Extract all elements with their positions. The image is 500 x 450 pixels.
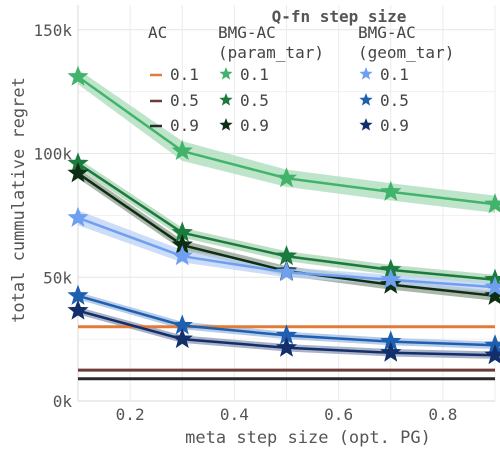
series-point-bmg-ac-geom-tar-0-9 — [67, 299, 89, 320]
series-point-bmg-ac-param-tar-0-9 — [67, 162, 89, 183]
y-tick-label: 150k — [33, 21, 72, 40]
y-tick-label: 100k — [33, 145, 72, 164]
x-tick-label: 0.8 — [428, 405, 457, 424]
series-point-bmg-ac-param-tar-0-1 — [380, 180, 402, 201]
series-point-bmg-ac-geom-tar-0-1 — [484, 276, 500, 297]
legend-column-header: (geom_tar) — [358, 43, 454, 62]
x-axis-label: meta step size (opt. PG) — [185, 428, 431, 448]
series-point-bmg-ac-param-tar-0-1 — [484, 193, 500, 214]
series-point-bmg-ac-geom-tar-0-9 — [380, 341, 402, 362]
series-point-bmg-ac-geom-tar-0-9 — [171, 327, 193, 349]
x-tick-label: 0.2 — [116, 405, 145, 424]
series-point-bmg-ac-geom-tar-0-1 — [275, 261, 298, 282]
series-point-bmg-ac-param-tar-0-1 — [67, 65, 89, 86]
legend-column-header: BMG-AC — [218, 23, 276, 42]
legend-column-header: AC — [148, 23, 167, 42]
series-markers — [67, 65, 500, 365]
y-tick-label: 0k — [53, 392, 73, 411]
legend-column-header: BMG-AC — [358, 23, 416, 42]
tick-labels: 0k 50k 100k 150k 0.2 0.4 0.6 0.8 — [33, 21, 457, 424]
y-tick-label: 50k — [43, 268, 72, 287]
legend-entry-label: 0.1 — [170, 65, 199, 84]
legend-swatch — [359, 93, 373, 106]
series-point-bmg-ac-geom-tar-0-1 — [171, 245, 193, 266]
legend-entry-label: 0.5 — [240, 91, 269, 110]
series-point-bmg-ac-geom-tar-0-1 — [67, 206, 89, 227]
y-axis-label: total cummulative regret — [9, 77, 29, 323]
series-point-bmg-ac-geom-tar-0-9 — [484, 344, 500, 365]
series-point-bmg-ac-param-tar-0-1 — [171, 139, 193, 161]
legend-swatch — [219, 118, 233, 131]
legend-swatch — [219, 67, 233, 80]
series-point-bmg-ac-geom-tar-0-1 — [380, 268, 402, 289]
legend: Q-fn step sizeAC0.10.50.9BMG-AC(param_ta… — [148, 7, 454, 135]
legend-swatch — [219, 93, 233, 106]
legend-column-header: (param_tar) — [218, 43, 324, 62]
x-tick-label: 0.4 — [220, 405, 249, 424]
legend-entry-label: 0.5 — [380, 91, 409, 110]
x-tick-label: 0.6 — [324, 405, 353, 424]
legend-entry-label: 0.9 — [170, 116, 199, 135]
legend-entry-label: 0.5 — [170, 91, 199, 110]
legend-entry-label: 0.1 — [380, 65, 409, 84]
legend-swatch — [359, 67, 373, 80]
series-point-bmg-ac-param-tar-0-1 — [275, 167, 298, 188]
legend-entry-label: 0.9 — [240, 116, 269, 135]
legend-swatch — [359, 118, 373, 131]
legend-entry-label: 0.1 — [240, 65, 269, 84]
series-point-bmg-ac-geom-tar-0-9 — [275, 336, 298, 357]
legend-entry-label: 0.9 — [380, 116, 409, 135]
legend-title: Q-fn step size — [272, 7, 407, 26]
